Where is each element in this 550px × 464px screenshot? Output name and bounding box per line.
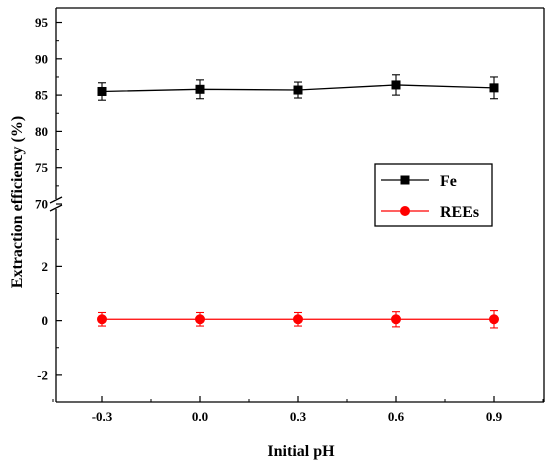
legend-marker (400, 206, 410, 216)
y-tick-label: 70 (35, 197, 48, 212)
x-tick-label: -0.3 (92, 409, 113, 424)
x-axis-title: Initial pH (267, 443, 335, 460)
data-point (391, 80, 401, 90)
y-tick-label: -2 (37, 367, 48, 382)
y-tick-label: 95 (35, 15, 49, 30)
data-point (97, 314, 107, 325)
y-tick-label: 75 (35, 160, 49, 175)
x-tick-label: 0.9 (486, 409, 503, 424)
legend-label: Fe (440, 173, 457, 190)
x-tick-label: 0.0 (192, 409, 208, 424)
x-tick-label: 0.6 (388, 409, 405, 424)
y-tick-label: 80 (35, 124, 48, 139)
y-axis-title: Extraction efficiency (%) (9, 116, 26, 288)
y-tick-label: 2 (42, 259, 49, 274)
legend: Fe REEs (374, 163, 493, 227)
axis-break-mark (49, 204, 63, 212)
legend-box (374, 163, 493, 227)
data-point (97, 86, 107, 96)
data-point (293, 314, 303, 325)
x-tick-label: 0.3 (290, 409, 307, 424)
legend-marker (400, 175, 410, 185)
x-axis: -0.3 0.0 0.3 0.6 0.9 (52, 396, 544, 424)
y-axis: 70 75 80 85 90 95 -2 0 2 (35, 15, 62, 403)
y-tick-label: 85 (35, 88, 49, 103)
y-tick-label: 90 (35, 51, 48, 66)
data-point (195, 314, 205, 325)
data-point (489, 314, 499, 325)
data-point (293, 85, 303, 95)
data-point (391, 314, 401, 325)
y-tick-label: 0 (42, 313, 49, 328)
series-fe (97, 74, 499, 101)
series-layer (97, 74, 499, 329)
series-rees (97, 310, 499, 329)
legend-label: REEs (440, 204, 479, 221)
data-point (195, 84, 205, 94)
data-point (489, 83, 499, 93)
axis-break-mark (49, 196, 63, 204)
